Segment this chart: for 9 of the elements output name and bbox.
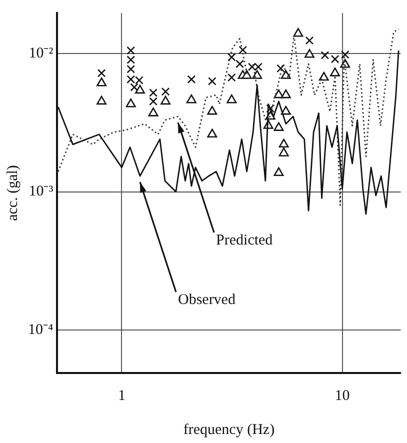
x-tick-label: 1 xyxy=(118,388,126,404)
text: Observed xyxy=(178,292,236,308)
x-axis-title: frequency (Hz) xyxy=(183,422,275,438)
y-tick-label: 10⁻² xyxy=(28,45,54,62)
y-tick-label: 10⁻⁴ xyxy=(28,322,54,338)
y-tick-label: 10⁻³ xyxy=(28,184,54,200)
x-tick-label: 10 xyxy=(334,388,350,404)
text: Predicted xyxy=(216,232,274,248)
y-axis-title: acc. (gal) xyxy=(4,165,21,221)
